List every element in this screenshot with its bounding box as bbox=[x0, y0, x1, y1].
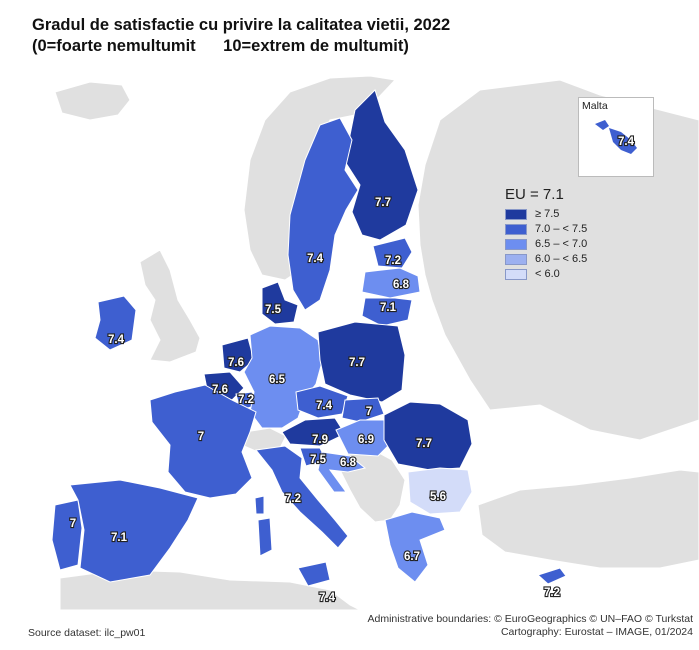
romania-region bbox=[383, 401, 473, 471]
portugal-region bbox=[51, 499, 83, 571]
legend-label: 6.0 – < 6.5 bbox=[535, 253, 588, 265]
malta-inset-map: 7.4 bbox=[595, 120, 637, 154]
legend-swatch bbox=[505, 223, 527, 235]
corsica-region bbox=[254, 495, 265, 515]
label-greece: 6.7 bbox=[404, 551, 420, 563]
estonia-region bbox=[372, 237, 413, 269]
greece-region bbox=[384, 511, 446, 583]
label-italy: 7.2 bbox=[285, 493, 301, 505]
spain-region bbox=[69, 479, 199, 583]
label-ireland: 7.4 bbox=[108, 334, 125, 346]
value-labels: 7.7 7.4 7.2 6.8 7.1 7.5 7.4 7.6 7.6 7.2 … bbox=[69, 196, 561, 605]
legend-label: < 6.0 bbox=[535, 268, 560, 280]
legend-item: ≥ 7.5 bbox=[505, 207, 587, 221]
uk-land bbox=[139, 249, 201, 363]
label-finland: 7.7 bbox=[375, 197, 391, 209]
italy-region bbox=[255, 445, 349, 549]
legend: EU = 7.1 ≥ 7.5 7.0 – < 7.5 6.5 – < 7.0 6… bbox=[505, 186, 587, 282]
label-poland: 7.7 bbox=[349, 357, 365, 369]
label-romania: 7.7 bbox=[416, 438, 432, 450]
malta-inset-label: Malta bbox=[582, 100, 608, 112]
map-title: Gradul de satisfactie cu privire la cali… bbox=[32, 16, 451, 34]
lithuania-region bbox=[361, 297, 413, 327]
label-austria: 7.9 bbox=[312, 434, 328, 446]
malta-island-region bbox=[609, 128, 637, 154]
legend-item: 7.0 – < 7.5 bbox=[505, 222, 587, 236]
label-latvia: 6.8 bbox=[393, 279, 410, 291]
malta-inset: Malta 7.4 bbox=[578, 97, 654, 177]
label-croatia: 6.8 bbox=[340, 457, 357, 469]
legend-label: ≥ 7.5 bbox=[535, 208, 560, 220]
label-slovenia: 7.5 bbox=[310, 454, 327, 466]
finland-region bbox=[343, 89, 419, 241]
label-denmark: 7.5 bbox=[265, 304, 282, 316]
france-region bbox=[149, 384, 257, 499]
sweden-region bbox=[287, 117, 359, 311]
slovakia-region bbox=[341, 397, 385, 423]
legend-title: EU = 7.1 bbox=[505, 186, 564, 203]
label-france: 7 bbox=[198, 431, 204, 443]
label-spain: 7.1 bbox=[111, 532, 128, 544]
legend-swatch bbox=[505, 268, 527, 280]
cyprus-region bbox=[537, 567, 567, 585]
legend-label: 7.0 – < 7.5 bbox=[535, 223, 588, 235]
source-note: Source dataset: ilc_pw01 bbox=[28, 627, 146, 639]
sicily-region bbox=[297, 561, 331, 587]
legend-item: 6.0 – < 6.5 bbox=[505, 252, 587, 266]
europe-choropleth-map: 7.7 7.4 7.2 6.8 7.1 7.5 7.4 7.6 7.6 7.2 … bbox=[51, 75, 699, 610]
latvia-region bbox=[361, 267, 421, 299]
legend-item: 6.5 – < 7.0 bbox=[505, 237, 587, 251]
legend-label: 6.5 – < 7.0 bbox=[535, 238, 588, 250]
sardinia-region bbox=[257, 517, 273, 557]
iceland-land bbox=[54, 81, 131, 121]
label-sweden: 7.4 bbox=[307, 253, 324, 265]
label-portugal: 7 bbox=[70, 518, 76, 530]
label-czechia: 7.4 bbox=[316, 400, 333, 412]
turkey-land bbox=[477, 469, 699, 569]
denmark-region bbox=[261, 281, 299, 325]
label-slovakia: 7 bbox=[366, 406, 372, 418]
czechia-region bbox=[295, 385, 349, 419]
label-lithuania: 7.1 bbox=[380, 302, 397, 314]
label-germany: 6.5 bbox=[269, 374, 286, 386]
label-hungary: 6.9 bbox=[358, 434, 374, 446]
bulgaria-region bbox=[407, 467, 473, 515]
gozo-region bbox=[595, 120, 609, 130]
label-bulgaria: 5.6 bbox=[430, 491, 446, 503]
map-subtitle: (0=foarte nemultumit 10=extrem de multum… bbox=[32, 37, 409, 55]
legend-swatch bbox=[505, 208, 527, 220]
ireland-region bbox=[94, 295, 137, 351]
cartography-credit: Cartography: Eurostat – IMAGE, 01/2024 bbox=[500, 626, 693, 638]
legend-swatch bbox=[505, 238, 527, 250]
label-cyprus: 7.2 bbox=[544, 587, 560, 599]
croatia-region bbox=[317, 451, 367, 493]
poland-region bbox=[317, 321, 406, 403]
legend-item: < 6.0 bbox=[505, 267, 587, 281]
label-estonia: 7.2 bbox=[385, 255, 401, 267]
label-malta: 7.4 bbox=[618, 136, 635, 148]
legend-swatch bbox=[505, 253, 527, 265]
label-netherlands: 7.6 bbox=[228, 357, 244, 369]
label-luxembourg: 7.2 bbox=[238, 394, 254, 406]
label-belgium: 7.6 bbox=[212, 384, 228, 396]
boundaries-credit: Administrative boundaries: © EuroGeograp… bbox=[367, 613, 693, 625]
label-sicily: 7.4 bbox=[319, 592, 336, 604]
